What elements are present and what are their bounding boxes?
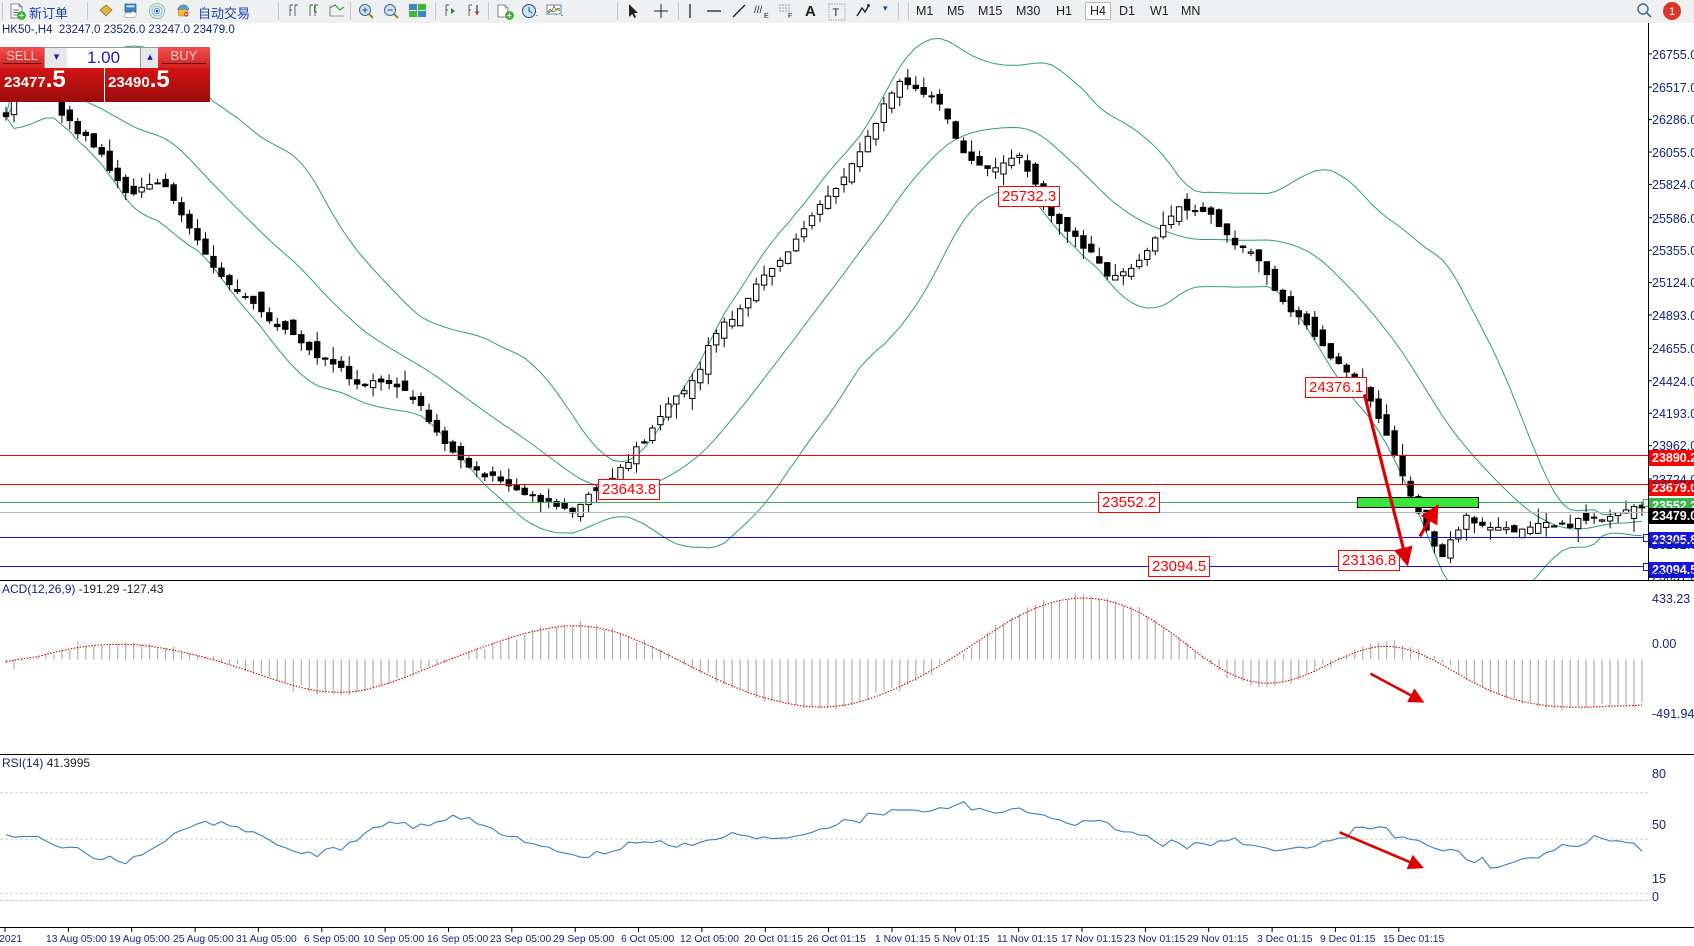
svg-text:T: T	[833, 7, 840, 19]
svg-text:1: 1	[1669, 6, 1675, 18]
svg-text:E: E	[764, 13, 769, 20]
svg-text:F: F	[788, 13, 792, 20]
svg-text:///: ///	[754, 5, 763, 16]
